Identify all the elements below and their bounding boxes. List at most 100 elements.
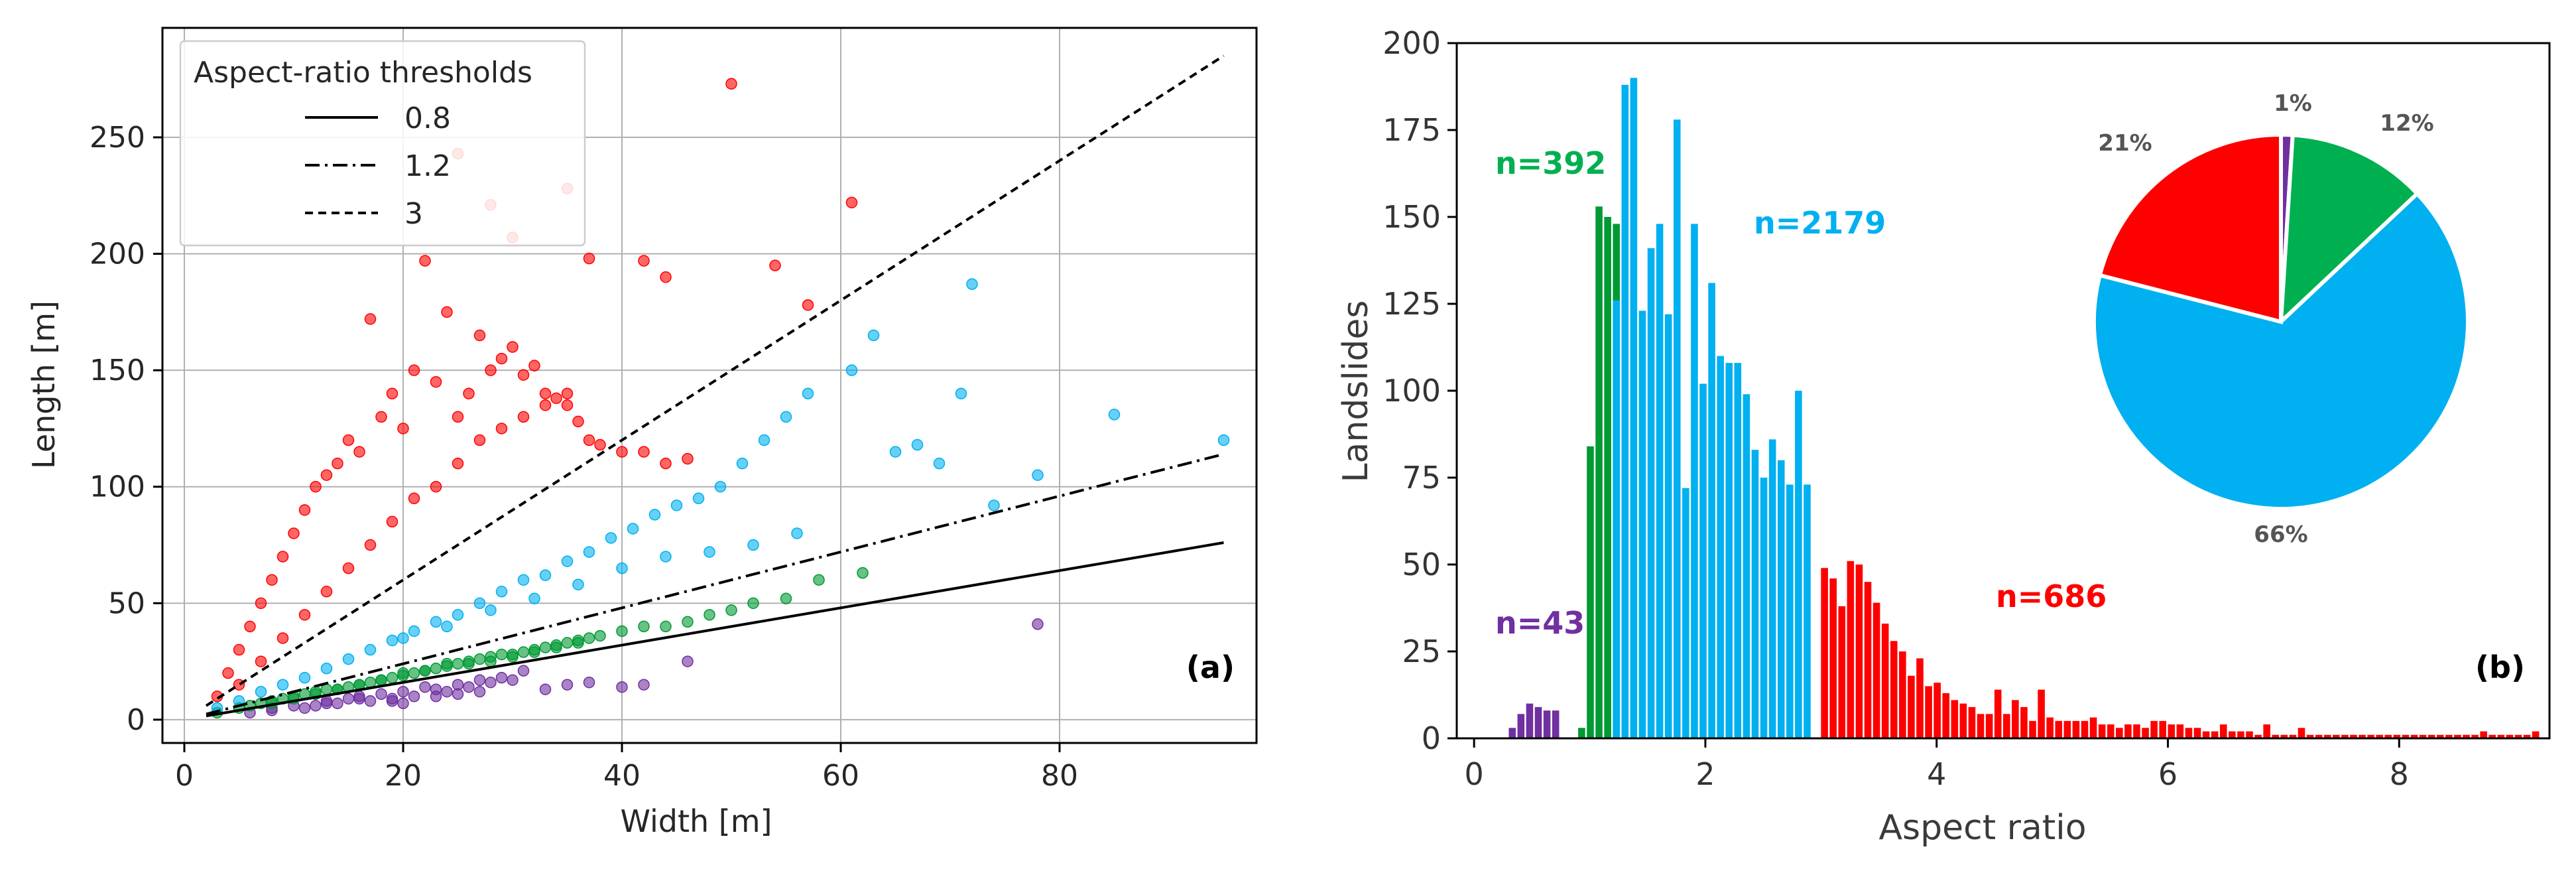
scatter-point-series-1	[495, 648, 508, 661]
b-y-tick-label: 200	[1382, 25, 1441, 61]
histogram-bar-series-3	[2003, 714, 2010, 738]
scatter-point-series-2	[1217, 434, 1230, 446]
histogram-bar-series-3	[1838, 606, 1846, 738]
histogram-bar-series-2	[1760, 478, 1768, 738]
scatter-point-series-0	[517, 665, 530, 677]
scatter-point-series-2	[1032, 469, 1044, 481]
histogram-bar-series-3	[1890, 641, 1898, 738]
histogram-bar-series-3	[2402, 734, 2410, 738]
histogram-bar-series-3	[1855, 565, 1863, 738]
b-x-tick-label: 0	[1465, 756, 1484, 792]
scatter-point-series-3	[298, 609, 311, 621]
panel-a-gridlines	[162, 28, 1257, 743]
histogram-bar-series-0	[1534, 706, 1542, 738]
scatter-point-series-0	[298, 702, 311, 714]
scatter-point-series-2	[648, 509, 661, 521]
scatter-point-series-1	[408, 667, 420, 679]
histogram-bar-series-2	[1638, 310, 1646, 739]
histogram-bar-series-2	[1768, 439, 1776, 738]
histogram-bar-series-2	[1621, 84, 1629, 738]
a-x-tick-label: 60	[822, 759, 859, 793]
scatter-point-series-3	[342, 434, 355, 446]
scatter-point-series-2	[791, 527, 803, 539]
scatter-point-series-3	[430, 375, 442, 388]
scatter-point-series-2	[802, 387, 814, 400]
histogram-bar-series-3	[2471, 734, 2479, 738]
count-label-purple: n=43	[1495, 605, 1585, 641]
scatter-point-series-2	[714, 480, 727, 493]
b-x-tick-label: 8	[2390, 756, 2409, 792]
histogram-bar-series-3	[2488, 734, 2496, 738]
panel-a-scatter-chart: 0 20 40 60 80 0 50 100 150 200 250 Width [m] Leng…	[26, 27, 1258, 839]
histogram-bar-series-3	[2237, 731, 2244, 738]
histogram-bar-series-3	[2333, 734, 2340, 738]
scatter-point-series-3	[638, 446, 650, 458]
histogram-bar-series-3	[2029, 720, 2036, 738]
histogram-bar-series-1	[1578, 728, 1585, 738]
scatter-point-series-3	[528, 360, 540, 371]
scatter-point-series-0	[375, 688, 387, 701]
histogram-bar-series-3	[1925, 686, 1932, 738]
histogram-bar-series-3	[2133, 724, 2140, 738]
histogram-bar-series-2	[1630, 78, 1638, 738]
scatter-point-series-3	[375, 411, 387, 423]
scatter-point-series-1	[386, 671, 399, 684]
scatter-point-series-3	[485, 364, 497, 376]
scatter-point-series-0	[364, 695, 377, 707]
scatter-point-series-3	[310, 480, 322, 493]
histogram-bar-series-3	[2254, 734, 2262, 738]
pie-label-66pct: 66%	[2254, 521, 2307, 548]
panel-b-histogram: 0 2 4 6 8 0 25 50 75 100 125 150 175 200 Aspect rati…	[1336, 25, 2551, 848]
panel-a-tag: (a)	[1186, 649, 1235, 685]
b-y-tick-label: 50	[1402, 547, 1441, 582]
histogram-bar-series-3	[1985, 714, 1993, 738]
legend-title: Aspect-ratio thresholds	[194, 56, 532, 90]
scatter-point-series-1	[452, 657, 464, 670]
scatter-point-series-3	[517, 369, 530, 381]
histogram-bar-series-3	[2168, 724, 2176, 738]
scatter-point-series-1	[539, 641, 552, 653]
panel-a-x-axis-label: Width [m]	[621, 803, 772, 839]
scatter-point-series-3	[802, 299, 814, 311]
scatter-point-series-0	[310, 700, 322, 712]
scatter-point-series-0	[452, 688, 464, 701]
scatter-point-series-3	[725, 78, 737, 90]
scatter-point-series-3	[408, 364, 420, 376]
b-y-tick-label: 150	[1382, 199, 1441, 235]
scatter-point-series-2	[692, 492, 705, 505]
scatter-point-series-0	[616, 681, 628, 693]
scatter-point-series-0	[397, 685, 409, 698]
scatter-point-series-1	[857, 567, 869, 579]
scatter-point-series-1	[572, 637, 584, 649]
histogram-bar-series-3	[2497, 734, 2505, 738]
histogram-bar-series-3	[2463, 734, 2470, 738]
scatter-point-series-2	[933, 457, 946, 470]
scatter-point-series-1	[583, 632, 595, 644]
scatter-point-series-3	[244, 620, 256, 633]
histogram-bar-series-2	[1664, 314, 1672, 739]
legend-box	[179, 40, 586, 247]
scatter-point-series-3	[288, 527, 300, 539]
histogram-bar-series-3	[1821, 568, 1828, 738]
scatter-point-series-1	[725, 604, 737, 616]
histogram-bar-series-3	[2454, 734, 2461, 738]
b-x-tick-label: 2	[1695, 756, 1715, 792]
scatter-point-series-0	[342, 693, 355, 705]
histogram-bar-series-3	[2367, 734, 2374, 738]
histogram-bar-series-2	[1786, 484, 1794, 738]
scatter-point-series-1	[561, 637, 574, 649]
scatter-point-series-0	[539, 683, 552, 695]
histogram-bar-series-0	[1517, 714, 1525, 738]
histogram-bar-series-3	[2436, 734, 2444, 738]
scatter-point-series-2	[528, 592, 540, 605]
histogram-bar-series-3	[1847, 561, 1855, 738]
histogram-bar-series-3	[2376, 734, 2383, 738]
scatter-point-series-0	[430, 691, 442, 702]
scatter-point-series-0	[463, 681, 475, 693]
scatter-point-series-0	[485, 676, 497, 689]
scatter-point-series-2	[616, 562, 628, 574]
scatter-point-series-1	[320, 683, 333, 695]
histogram-bar-series-3	[2359, 734, 2366, 738]
scatter-point-series-3	[463, 387, 475, 400]
